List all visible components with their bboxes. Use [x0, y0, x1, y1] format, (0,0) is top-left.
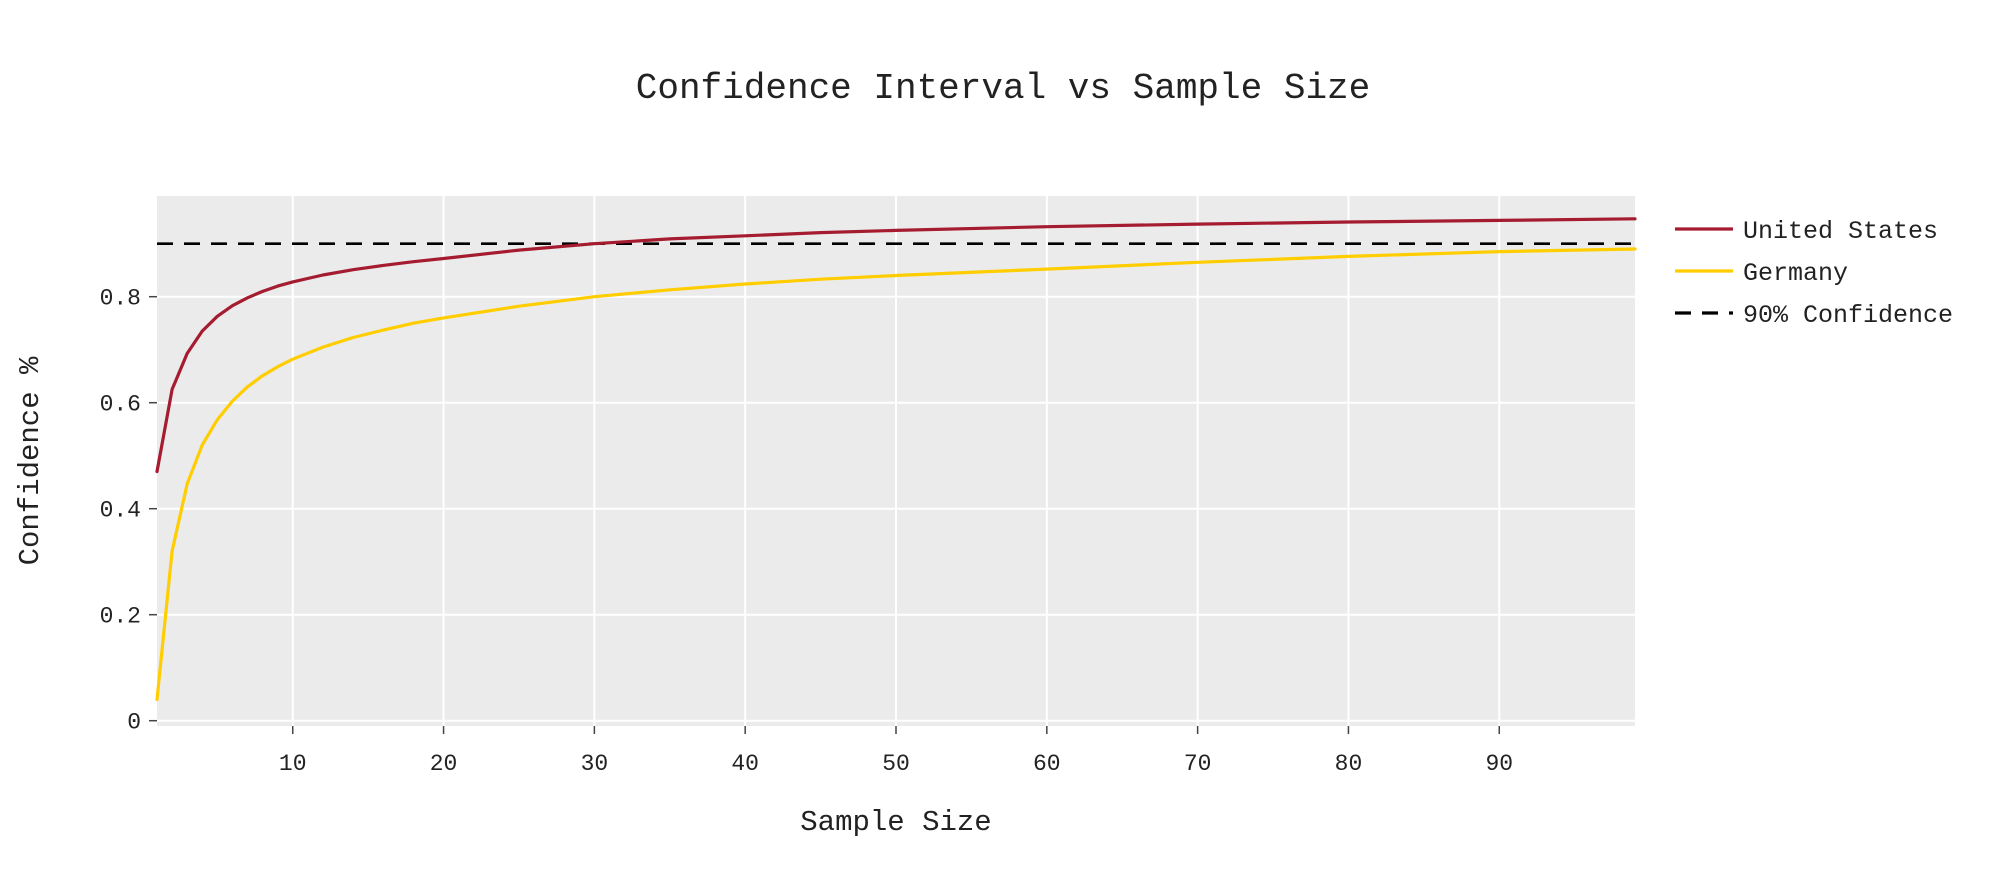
y-tick-label: 0.2 — [100, 604, 141, 630]
y-tick-label: 0.6 — [100, 392, 141, 418]
gridlines — [157, 196, 1635, 726]
y-tick-label: 0 — [127, 710, 141, 736]
series-lines — [155, 217, 1637, 702]
y-axis-title: Confidence % — [14, 356, 47, 565]
chart-title: Confidence Interval vs Sample Size — [636, 68, 1371, 109]
legend: United States Germany 90% Confidence — [1675, 217, 1953, 330]
legend-label: 90% Confidence — [1743, 301, 1953, 330]
legend-label: Germany — [1743, 259, 1848, 288]
y-tick-label: 0.4 — [100, 498, 141, 524]
y-axis-ticks: 0 0.2 0.4 0.6 0.8 — [100, 286, 157, 736]
x-tick-label: 40 — [731, 751, 759, 777]
y-tick-label: 0.8 — [100, 286, 141, 312]
x-tick-label: 10 — [279, 751, 307, 777]
series-line-united-states — [155, 217, 1637, 474]
x-tick-label: 50 — [882, 751, 910, 777]
x-tick-label: 30 — [581, 751, 609, 777]
series-line-germany — [155, 247, 1637, 702]
x-axis-ticks: 10 20 30 40 50 60 70 80 90 — [279, 726, 1513, 777]
x-axis-title: Sample Size — [800, 806, 991, 839]
x-tick-label: 60 — [1033, 751, 1061, 777]
legend-label: United States — [1743, 217, 1938, 246]
x-tick-label: 80 — [1335, 751, 1363, 777]
x-tick-label: 20 — [430, 751, 458, 777]
x-tick-label: 70 — [1184, 751, 1212, 777]
x-tick-label: 90 — [1485, 751, 1513, 777]
